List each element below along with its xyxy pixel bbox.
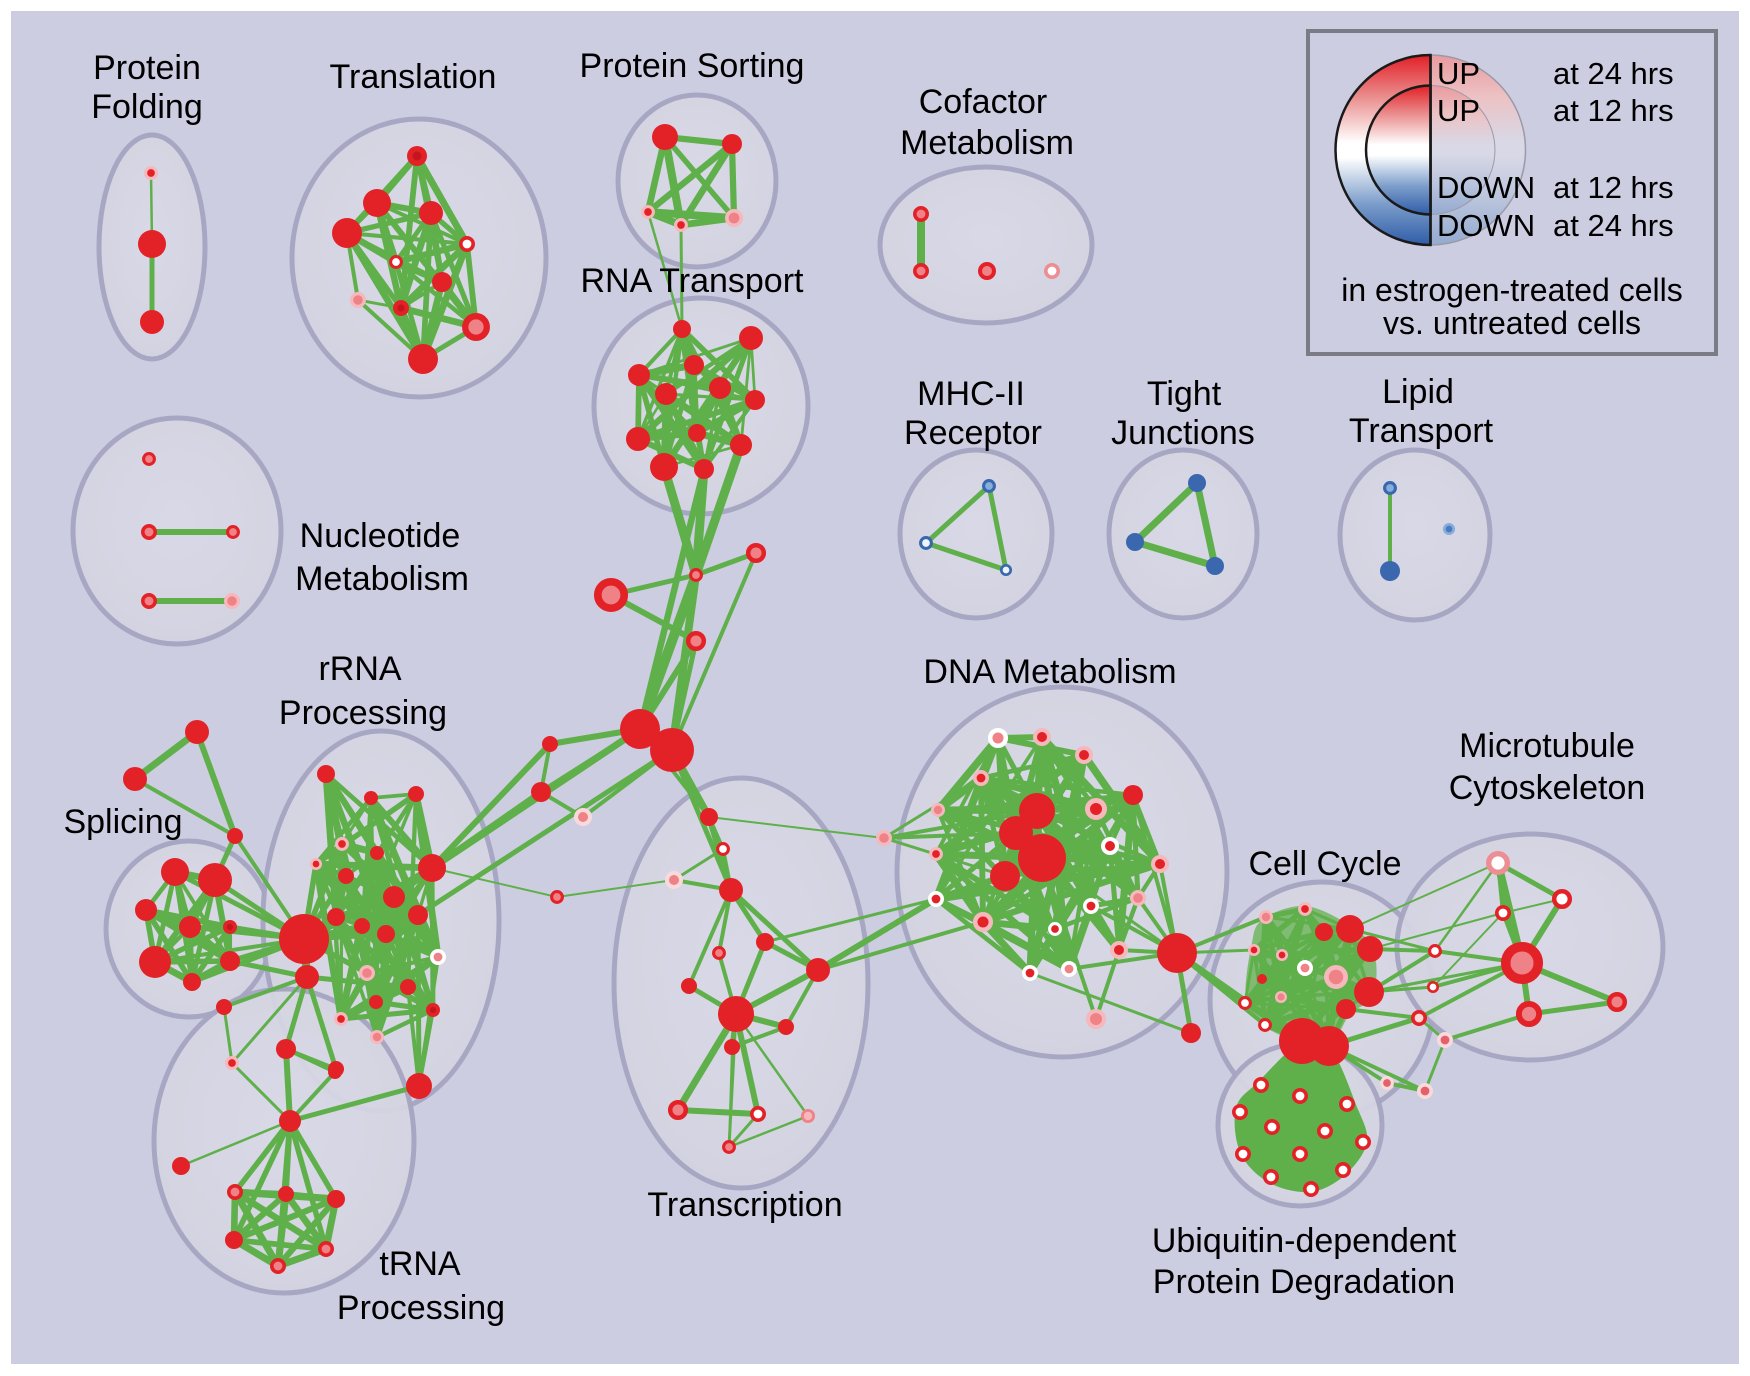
svg-text:at 24 hrs: at 24 hrs (1553, 56, 1674, 91)
svg-text:Protein Sorting: Protein Sorting (580, 47, 805, 85)
svg-text:DNA Metabolism: DNA Metabolism (923, 653, 1176, 691)
svg-text:Cytoskeleton: Cytoskeleton (1449, 769, 1646, 807)
svg-text:at 12 hrs: at 12 hrs (1553, 170, 1674, 205)
svg-text:Tight: Tight (1147, 375, 1222, 413)
svg-text:UP: UP (1437, 93, 1480, 128)
svg-text:Protein Degradation: Protein Degradation (1153, 1263, 1455, 1301)
svg-text:Transcription: Transcription (647, 1186, 842, 1224)
svg-text:Lipid: Lipid (1382, 373, 1454, 411)
svg-text:Folding: Folding (91, 88, 203, 126)
svg-text:DOWN: DOWN (1437, 208, 1535, 243)
svg-text:at 12 hrs: at 12 hrs (1553, 93, 1674, 128)
svg-text:Translation: Translation (330, 58, 497, 96)
svg-text:rRNA: rRNA (318, 650, 401, 688)
svg-text:Processing: Processing (279, 694, 447, 732)
svg-text:Splicing: Splicing (63, 803, 182, 841)
svg-text:Nucleotide: Nucleotide (300, 517, 461, 555)
svg-text:Transport: Transport (1349, 412, 1494, 450)
svg-text:tRNA: tRNA (379, 1245, 461, 1283)
svg-text:vs. untreated cells: vs. untreated cells (1383, 305, 1641, 341)
svg-text:Cell Cycle: Cell Cycle (1248, 845, 1401, 883)
svg-text:Metabolism: Metabolism (295, 560, 469, 598)
svg-text:Junctions: Junctions (1111, 414, 1255, 452)
svg-text:Metabolism: Metabolism (900, 124, 1074, 162)
svg-text:in estrogen-treated cells: in estrogen-treated cells (1341, 272, 1683, 308)
svg-text:DOWN: DOWN (1437, 170, 1535, 205)
svg-text:at 24 hrs: at 24 hrs (1553, 208, 1674, 243)
svg-text:RNA Transport: RNA Transport (581, 262, 805, 300)
svg-text:Ubiquitin-dependent: Ubiquitin-dependent (1152, 1222, 1457, 1260)
svg-text:Cofactor: Cofactor (919, 83, 1048, 121)
svg-text:MHC-II: MHC-II (917, 375, 1025, 413)
svg-text:Processing: Processing (337, 1289, 505, 1327)
svg-text:Microtubule: Microtubule (1459, 727, 1635, 765)
svg-text:UP: UP (1437, 56, 1480, 91)
svg-text:Protein: Protein (93, 49, 201, 87)
svg-text:Receptor: Receptor (904, 414, 1042, 452)
